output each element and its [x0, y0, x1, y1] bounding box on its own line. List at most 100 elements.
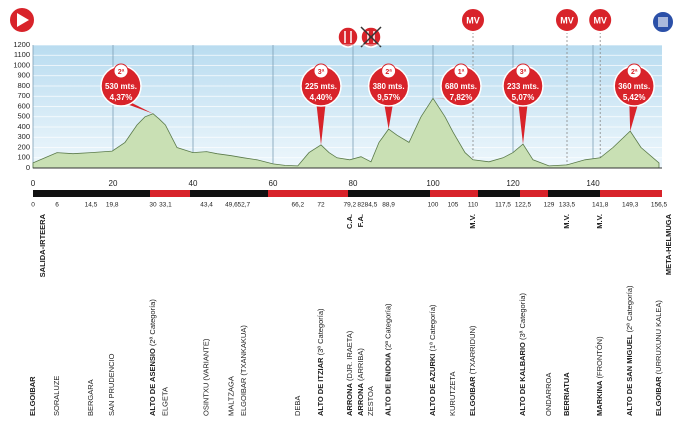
waypoint-km: 52,7 [237, 202, 250, 209]
y-tick-label: 600 [17, 101, 30, 110]
waypoint-name-text: ALTO DE ASENSIO [148, 348, 157, 416]
waypoint-name: SAN PRUDENCIO [107, 353, 116, 416]
x-tick-label: 140 [586, 179, 600, 188]
finish-icon [651, 10, 675, 34]
y-tick-label: 1200 [13, 40, 30, 49]
climb-grade: 5,07% [512, 93, 535, 102]
waypoint-km: 30 [149, 202, 157, 209]
waypoint-detail: (FRONTÓN) [595, 336, 604, 379]
climb-category: 2ª [118, 69, 125, 76]
waypoint-tag: M.V. [595, 214, 604, 229]
waypoint-km: 84,5 [365, 202, 378, 209]
waypoint-km: 33,1 [159, 202, 172, 209]
waypoint-km: 43,4 [200, 202, 213, 209]
x-tick-label: 80 [349, 179, 358, 188]
waypoint-name-text: ALTO DE SAN MIGUEL [625, 334, 634, 416]
y-tick-label: 800 [17, 81, 30, 90]
climb-category: 2ª [631, 69, 638, 76]
waypoint-name-text: OSINTXU (VARIANTE) [202, 338, 211, 416]
climb-altitude: 380 mts. [373, 82, 405, 91]
climb-grade: 4,37% [110, 93, 133, 102]
waypoint-km: 105 [448, 202, 459, 209]
waypoint-name-text: ELGOIBAR [654, 376, 663, 416]
waypoint-name: ALTO DE ITZIAR (3ª Categoría) [316, 308, 325, 416]
distance-bar [33, 190, 662, 197]
waypoint-name: DEBA [293, 396, 302, 416]
waypoint-detail: (TXARRIDUN) [468, 325, 477, 374]
waypoint-name: ELGOIBAR [28, 376, 37, 416]
waypoint-name-text: MARKINA [595, 380, 604, 416]
waypoint-detail: (2ª Categoría) [625, 285, 634, 332]
mv-label: MV [593, 15, 607, 25]
waypoint-km: 88,9 [382, 202, 395, 209]
waypoint-name-text: ALTO DE AZURKI [428, 354, 437, 416]
waypoint-name-text: DEBA [293, 396, 302, 416]
climb-altitude: 233 mts. [507, 82, 539, 91]
food-end-icon [360, 26, 382, 48]
y-tick-label: 0 [26, 163, 30, 172]
waypoint-name-text: MALTZAGA [226, 376, 235, 416]
waypoint-km: 49,6 [225, 202, 238, 209]
waypoint-name: ALTO DE KALBARIO (3ª Categoría) [518, 293, 527, 416]
waypoint-name-text: KURUTZETA [448, 372, 457, 416]
x-tick-label: 0 [31, 179, 36, 188]
waypoint-name: ELGOIBAR (TXARRIDUN) [468, 325, 477, 416]
waypoint-km: 117,5 [495, 202, 511, 209]
mv-label: MV [560, 15, 574, 25]
waypoint-name: ELGETA [160, 387, 169, 416]
waypoint-km: 82 [357, 202, 365, 209]
climb-category: 3ª [318, 69, 325, 76]
waypoint-name: ONDARROA [544, 373, 553, 416]
waypoint-name-text: BERGARA [86, 379, 95, 416]
mv-label: MV [466, 15, 480, 25]
waypoint-name-text: ELGOIBAR [468, 376, 477, 416]
climb-badge [626, 63, 642, 79]
climb-grade: 9,57% [377, 93, 400, 102]
climb-badge [453, 63, 469, 79]
climb-badge [313, 63, 329, 79]
waypoint-detail: (3ª Categoría) [518, 293, 527, 340]
climb-pin [316, 100, 326, 145]
climb-category: 1ª [458, 69, 465, 76]
mv-marker [587, 7, 614, 33]
waypoint-name-text: ELGOIBAR (TXANKAKUA) [239, 325, 248, 416]
waypoint-km: 122,5 [515, 202, 532, 209]
waypoint-km: 110 [468, 202, 479, 209]
waypoint-name-text: ONDARROA [544, 373, 553, 416]
waypoint-km: 156,5 [651, 202, 668, 209]
y-tick-label: 1100 [14, 50, 30, 59]
waypoint-km: 149,3 [622, 202, 639, 209]
waypoint-name-text: SAN PRUDENCIO [107, 353, 116, 416]
waypoint-name: ALTO DE ASENSIO (2ª Categoría) [148, 299, 157, 416]
climb-badge [113, 63, 129, 79]
waypoint-detail: (2ª Categoría) [384, 303, 393, 350]
waypoint-name: ZESTOA [366, 386, 375, 416]
waypoint-detail: (1ª Categoría) [428, 304, 437, 351]
y-tick-label: 1000 [13, 60, 30, 69]
y-tick-label: 300 [17, 132, 30, 141]
waypoint-name: ELGOIBAR (TXANKAKUA) [239, 325, 248, 416]
y-tick-label: 400 [17, 122, 30, 131]
waypoint-name: ELGOIBAR (URRUXUNU KALEA) [654, 300, 663, 416]
climb-grade: 5,42% [623, 93, 646, 102]
waypoint-detail: (URRUXUNU KALEA) [654, 300, 663, 375]
y-tick-label: 500 [17, 112, 30, 121]
waypoint-name-text: ELGETA [160, 387, 169, 416]
waypoint-tag: C.A. [345, 214, 354, 229]
waypoint-name-text: ALTO DE ENDOIA [384, 352, 393, 416]
waypoint-name: ARRONA (ARRIBA) [356, 348, 365, 416]
waypoint-name-text: ALTO DE KALBARIO [518, 342, 527, 416]
climb-altitude: 530 mts. [105, 82, 137, 91]
climb-altitude: 225 mts. [305, 82, 337, 91]
waypoint-name: BERGARA [86, 379, 95, 416]
waypoint-name: ALTO DE AZURKI (1ª Categoría) [428, 304, 437, 416]
waypoint-km: 79,2 [343, 202, 356, 209]
climb-altitude: 360 mts. [618, 82, 650, 91]
waypoint-name: KURUTZETA [448, 372, 457, 416]
waypoint-detail: (DJR. IRAETA) [345, 330, 354, 381]
waypoint-tag: M.V. [468, 214, 477, 229]
climb-altitude: 680 mts. [445, 82, 477, 91]
waypoint-detail: (ARRIBA) [356, 348, 365, 381]
waypoint-name: MALTZAGA [226, 376, 235, 416]
